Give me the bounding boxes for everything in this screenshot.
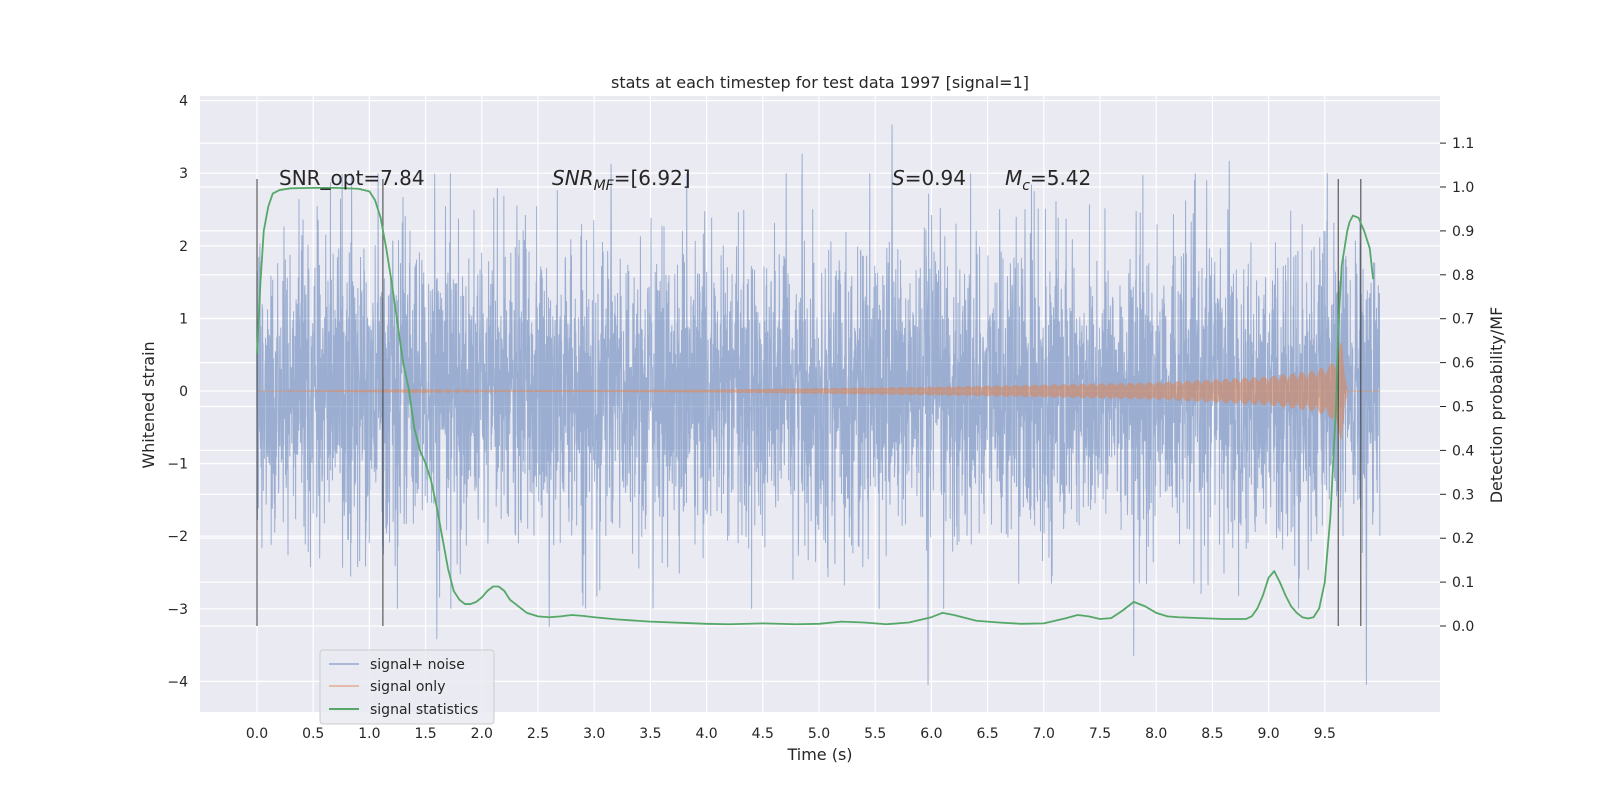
chart-title: stats at each timestep for test data 199…	[611, 73, 1029, 92]
x-tick-label: 8.5	[1201, 726, 1223, 742]
y-axis-left-label: Whitened strain	[139, 341, 158, 468]
y-left-tick-label: −1	[167, 457, 188, 473]
series-line-signal-noise	[256, 124, 1381, 686]
y-left-tick-label: −3	[167, 602, 188, 618]
y-right-tick-label: 0.5	[1452, 400, 1474, 416]
mc-main: M	[1005, 166, 1022, 190]
series-line-signal-only	[257, 342, 1380, 440]
x-tick-label: 9.5	[1314, 726, 1336, 742]
legend-label-signal-noise: signal+ noise	[370, 657, 465, 673]
y-axis-right-label: Detection probability/MF	[1487, 307, 1506, 504]
snr-mf-sub: MF	[594, 178, 615, 194]
y-left-tick-label: 2	[179, 239, 188, 255]
x-axis-label: Time (s)	[786, 745, 852, 764]
x-tick-label: 2.0	[471, 726, 493, 742]
x-tick-label: 0.0	[246, 726, 268, 742]
x-tick-label: 7.5	[1089, 726, 1111, 742]
signal-statistics-series	[256, 186, 1375, 626]
y-right-tick-label: 0.1	[1452, 575, 1474, 591]
y-left-tick-label: 4	[179, 94, 188, 110]
annotation-snr-opt: SNR_opt=7.84	[279, 166, 425, 190]
y-right-tick-label: 0.6	[1452, 356, 1474, 372]
x-tick-label: 1.5	[414, 726, 436, 742]
snr-mf-value: =[6.92]	[614, 166, 691, 190]
x-tick-label: 9.0	[1257, 726, 1279, 742]
x-tick-label: 1.0	[358, 726, 380, 742]
x-tick-label: 6.5	[976, 726, 998, 742]
x-tick-label: 5.5	[864, 726, 886, 742]
y-right-tick-label: 1.1	[1452, 136, 1474, 152]
s-symbol: S	[892, 166, 905, 190]
y-right-tick-labels: 1.1 1.0 0.9 0.8 0.7 0.6 0.5 0.4 0.3 0.2 0.1 0.0	[1440, 136, 1474, 635]
x-tick-label: 6.0	[920, 726, 942, 742]
x-tick-label: 3.5	[639, 726, 661, 742]
y-right-tick-label: 0.2	[1452, 531, 1474, 547]
signal-noise-series	[256, 124, 1381, 686]
y-left-tick-label: 1	[179, 311, 188, 327]
x-tick-label: 2.5	[527, 726, 549, 742]
s-value: =0.94	[905, 166, 966, 190]
y-right-tick-label: 0.4	[1452, 443, 1474, 459]
vertical-markers	[256, 179, 1362, 626]
annotation-snr-mf: SNRMF=[6.92]	[552, 166, 691, 194]
annotation-s: S=0.94	[892, 166, 966, 190]
x-tick-label: 4.0	[695, 726, 717, 742]
y-right-tick-label: 0.0	[1452, 619, 1474, 635]
y-right-tick-label: 0.8	[1452, 268, 1474, 284]
y-right-tick-label: 0.7	[1452, 312, 1474, 328]
y-left-tick-label: −2	[167, 529, 188, 545]
x-tick-label: 3.0	[583, 726, 605, 742]
y-right-tick-label: 0.3	[1452, 487, 1474, 503]
y-left-tick-label: 0	[179, 384, 188, 400]
y-right-tick-label: 1.0	[1452, 180, 1474, 196]
signal-only-series	[257, 342, 1380, 440]
x-tick-label: 0.5	[302, 726, 324, 742]
y-left-tick-label: −4	[167, 674, 188, 690]
y-left-tick-label: 3	[179, 166, 188, 182]
x-tick-label: 7.0	[1033, 726, 1055, 742]
mc-sub: c	[1022, 178, 1030, 194]
series-line-signal-statistics	[256, 186, 1375, 626]
legend-label-signal-only: signal only	[370, 679, 445, 695]
y-right-tick-label: 0.9	[1452, 224, 1474, 240]
mc-value: =5.42	[1030, 166, 1091, 190]
annotation-mc: Mc=5.42	[1005, 166, 1091, 194]
legend-label-signal-statistics: signal statistics	[370, 702, 478, 718]
y-left-tick-labels: 4 3 2 1 0 −1 −2 −3 −4	[167, 94, 188, 691]
x-tick-label: 4.5	[752, 726, 774, 742]
x-tick-label: 5.0	[808, 726, 830, 742]
x-tick-label: 8.0	[1145, 726, 1167, 742]
snr-mf-main: SNR	[552, 166, 594, 190]
legend: signal+ noise signal only signal statist…	[319, 649, 495, 725]
x-tick-labels: 0.0 0.5 1.0 1.5 2.0 2.5 3.0 3.5 4.0 4.5 5.0 5.5 6.0 6…	[246, 726, 1336, 742]
legend-box	[319, 649, 495, 725]
